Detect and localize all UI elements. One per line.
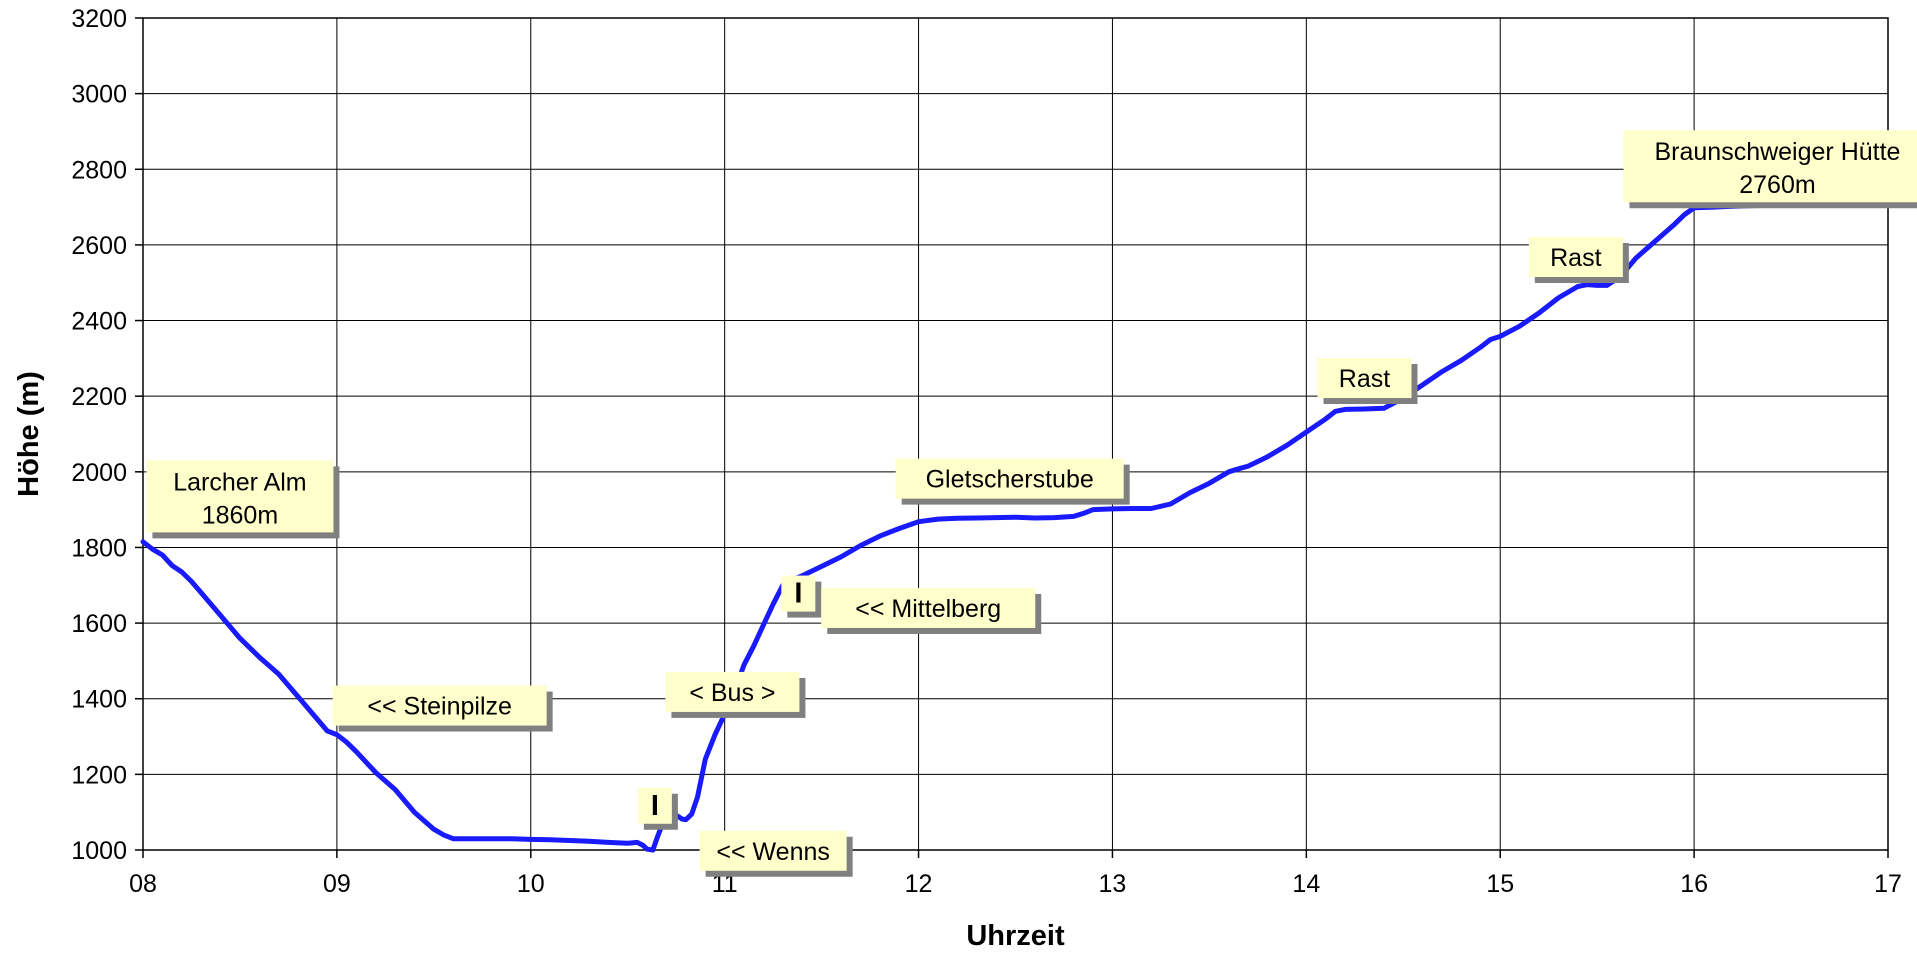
x-tick-label: 13 bbox=[1099, 870, 1127, 898]
annotation-label: < Bus > bbox=[689, 679, 775, 707]
annotation-background bbox=[637, 787, 672, 824]
annotation-box: I bbox=[637, 787, 678, 830]
annotation-background bbox=[781, 575, 816, 612]
axis-ticks: 1000 1200 1400 1600 1800 2000 2200 2400 2600 2800… bbox=[71, 5, 1902, 898]
y-tick-label: 2200 bbox=[71, 383, 127, 411]
annotation-label: Gletscherstube bbox=[926, 466, 1094, 494]
annotation-box: << Steinpilze bbox=[332, 685, 553, 732]
y-tick-label: 3000 bbox=[71, 81, 127, 109]
annotation-box: Gletscherstube bbox=[895, 458, 1130, 505]
annotation-box: Braunschweiger Hütte 2760m bbox=[1623, 130, 1917, 209]
annotation-background bbox=[146, 460, 334, 533]
x-tick-label: 08 bbox=[129, 870, 157, 898]
annotation-label: << Wenns bbox=[716, 838, 830, 866]
annotation-box: < Bus > bbox=[665, 671, 806, 718]
annotation-label: Rast bbox=[1550, 244, 1601, 272]
annotation-background bbox=[895, 458, 1124, 499]
annotation-background bbox=[1317, 358, 1412, 399]
annotation-box: << Mittelberg bbox=[821, 587, 1042, 634]
y-tick-label: 1600 bbox=[71, 610, 127, 638]
plot-area-frame bbox=[142, 17, 1889, 851]
y-tick-label: 1400 bbox=[71, 686, 127, 714]
annotation-label: << Mittelberg bbox=[855, 595, 1001, 623]
annotation-label: << Steinpilze bbox=[367, 693, 512, 721]
x-tick-label: 14 bbox=[1292, 870, 1320, 898]
y-tick-label: 2600 bbox=[71, 232, 127, 260]
annotation-marker: I bbox=[794, 578, 802, 610]
y-tick-label: 1200 bbox=[71, 761, 127, 789]
x-tick-label: 16 bbox=[1680, 870, 1708, 898]
annotation-box: I bbox=[781, 575, 822, 618]
annotation-box: Rast bbox=[1528, 237, 1629, 284]
y-tick-label: 2000 bbox=[71, 459, 127, 487]
annotation-label: Rast bbox=[1339, 365, 1390, 393]
x-tick-label: 12 bbox=[905, 870, 933, 898]
y-tick-label: 1000 bbox=[71, 837, 127, 865]
annotation-label: Larcher Alm bbox=[173, 468, 306, 496]
annotation-sublabel: 1860m bbox=[202, 501, 278, 529]
y-tick-label: 2400 bbox=[71, 308, 127, 336]
annotation-sublabel: 2760m bbox=[1739, 171, 1815, 199]
annotation-box: Larcher Alm 1860m bbox=[146, 460, 340, 539]
annotation-background bbox=[821, 587, 1036, 628]
annotation-background bbox=[665, 671, 800, 712]
y-tick-label: 2800 bbox=[71, 156, 127, 184]
annotation-background bbox=[699, 830, 847, 871]
annotation-box: Rast bbox=[1317, 358, 1418, 405]
annotation-label: Braunschweiger Hütte bbox=[1654, 138, 1900, 166]
annotation-background bbox=[1528, 237, 1623, 278]
annotation-marker: I bbox=[651, 790, 659, 822]
x-tick-label: 10 bbox=[517, 870, 545, 898]
x-axis-title: Uhrzeit bbox=[966, 920, 1065, 952]
annotation-background bbox=[332, 685, 547, 726]
elevation-line bbox=[140, 200, 1858, 853]
y-axis-title: Höhe (m) bbox=[13, 371, 45, 497]
x-tick-label: 09 bbox=[323, 870, 351, 898]
series-layer bbox=[140, 200, 1858, 853]
y-tick-label: 1800 bbox=[71, 534, 127, 562]
annotations: Larcher Alm 1860m << Steinpilze I << Wenns < … bbox=[146, 130, 1917, 877]
annotation-box: << Wenns bbox=[699, 830, 853, 877]
annotation-background bbox=[1623, 130, 1917, 203]
x-tick-label: 17 bbox=[1874, 870, 1902, 898]
x-tick-label: 15 bbox=[1486, 870, 1514, 898]
y-tick-label: 3200 bbox=[71, 5, 127, 33]
